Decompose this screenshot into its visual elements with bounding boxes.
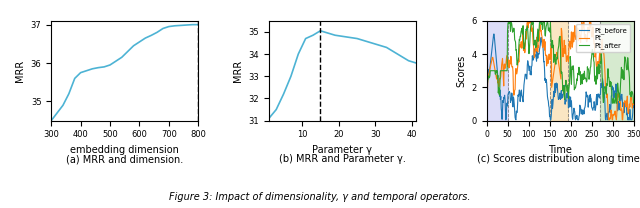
Pt bbox=[607, 109, 615, 112]
Pt_before bbox=[607, 95, 615, 97]
Pt bbox=[542, 54, 550, 57]
Text: Figure 3: Impact of dimensionality, γ and temporal operators.: Figure 3: Impact of dimensionality, γ an… bbox=[169, 192, 471, 202]
Pt_before bbox=[502, 119, 509, 121]
Text: (a) MRR and dimension.: (a) MRR and dimension. bbox=[66, 154, 184, 164]
Pt_after bbox=[552, 59, 560, 61]
Pt_before bbox=[490, 33, 497, 35]
Bar bbox=[600, 21, 634, 121]
Pt_before bbox=[615, 105, 623, 108]
Pt bbox=[630, 101, 637, 103]
Pt_after bbox=[615, 93, 623, 96]
Pt_after bbox=[504, 21, 512, 24]
Pt_after bbox=[609, 102, 616, 104]
Line: Pt: Pt bbox=[486, 22, 634, 120]
Pt_before bbox=[553, 86, 561, 88]
Pt_after bbox=[552, 63, 560, 66]
Legend: Pt_before, Pt, Pt_after: Pt_before, Pt, Pt_after bbox=[576, 24, 630, 52]
Text: (c) Scores distribution along time.: (c) Scores distribution along time. bbox=[477, 154, 640, 164]
Pt_after bbox=[558, 71, 566, 73]
X-axis label: Time: Time bbox=[548, 145, 572, 155]
Text: (b) MRR and Parameter γ.: (b) MRR and Parameter γ. bbox=[279, 154, 406, 164]
Pt bbox=[483, 83, 490, 85]
Y-axis label: MRR: MRR bbox=[15, 60, 25, 82]
Pt bbox=[605, 119, 612, 121]
Pt_after bbox=[630, 102, 637, 104]
Pt bbox=[558, 30, 566, 32]
Y-axis label: Scores: Scores bbox=[456, 54, 466, 87]
Pt_before bbox=[558, 93, 566, 96]
X-axis label: Parameter γ: Parameter γ bbox=[312, 145, 372, 155]
Pt_after bbox=[542, 28, 550, 31]
Pt_before bbox=[483, 78, 490, 80]
Pt_after bbox=[483, 89, 490, 92]
Pt bbox=[552, 57, 560, 59]
Bar bbox=[550, 21, 568, 121]
Pt_after bbox=[607, 81, 615, 83]
Bar bbox=[486, 21, 508, 121]
Line: Pt_before: Pt_before bbox=[486, 34, 634, 120]
Pt bbox=[524, 21, 531, 24]
Pt bbox=[552, 54, 560, 57]
X-axis label: embedding dimension: embedding dimension bbox=[70, 145, 179, 155]
Pt_before bbox=[552, 82, 560, 84]
Pt_before bbox=[542, 78, 550, 81]
Pt_before bbox=[630, 106, 637, 109]
Y-axis label: MRR: MRR bbox=[233, 60, 243, 82]
Pt bbox=[615, 92, 623, 95]
Line: Pt_after: Pt_after bbox=[486, 22, 634, 103]
